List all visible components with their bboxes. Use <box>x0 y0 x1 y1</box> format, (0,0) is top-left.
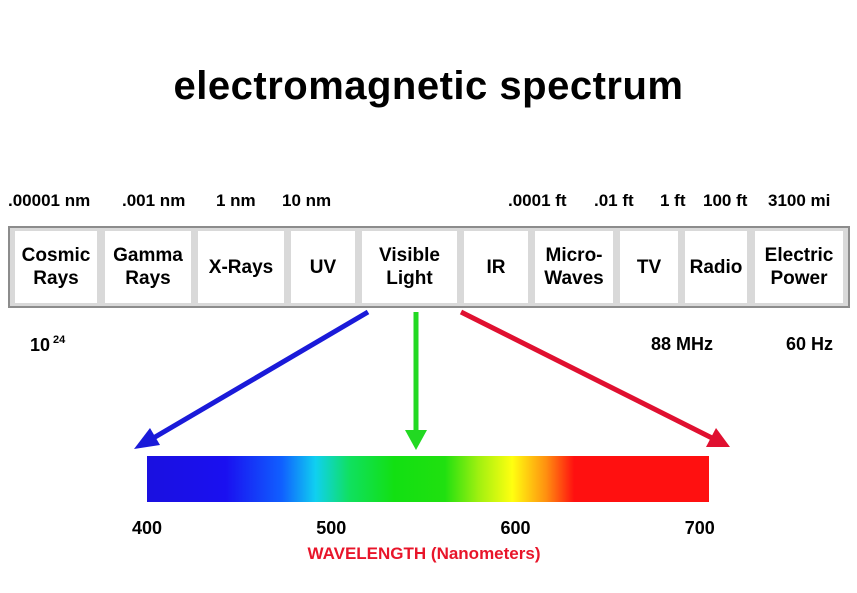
wavelength-label: 10 nm <box>282 191 332 210</box>
band-ir: IR <box>464 231 528 303</box>
band-label: Micro- <box>545 245 603 266</box>
band-microwaves: Micro- Waves <box>535 231 613 303</box>
band-visible-light: Visible Light <box>362 231 457 303</box>
wavelength-axis-title: WAVELENGTH (Nanometers) <box>307 544 541 563</box>
band-label: Electric <box>764 245 834 266</box>
band-label: Cosmic <box>21 245 91 266</box>
tick-label: 700 <box>684 518 715 538</box>
frequency-label-power: 60 Hz <box>786 334 834 354</box>
band-cosmic-rays: Cosmic Rays <box>15 231 97 303</box>
band-label: IR <box>486 256 506 278</box>
band-label: X-Rays <box>208 256 274 278</box>
band-tv: TV <box>620 231 678 303</box>
wavelength-label: 1 nm <box>216 191 256 210</box>
band-label: Rays <box>125 268 171 289</box>
frequency-label-cosmic: 10 24 <box>30 334 65 356</box>
band-label: Light <box>386 268 433 289</box>
band-uv: UV <box>291 231 355 303</box>
arrow-to-red <box>459 309 730 447</box>
band-label: Gamma <box>113 245 183 266</box>
wavelength-label: 1 ft <box>660 191 686 210</box>
band-label: UV <box>309 256 337 278</box>
band-radio: Radio <box>685 231 747 303</box>
frequency-base: 10 <box>30 335 51 355</box>
band-x-rays: X-Rays <box>198 231 284 303</box>
arrow-to-violet <box>134 309 370 449</box>
band-label: Rays <box>33 268 79 289</box>
frequency-exponent: 24 <box>53 334 66 346</box>
band-electric-power: Electric Power <box>755 231 843 303</box>
band-label: Waves <box>544 268 604 289</box>
band-label: TV <box>636 256 662 278</box>
visible-spectrum-bar <box>147 456 709 502</box>
band-label: Power <box>770 268 828 289</box>
band-gamma-rays: Gamma Rays <box>105 231 191 303</box>
wavelength-label: .01 ft <box>594 191 634 210</box>
tick-label: 600 <box>500 518 531 538</box>
wavelength-label: 100 ft <box>703 191 748 210</box>
arrow-to-green <box>405 312 427 450</box>
diagram-title: electromagnetic spectrum <box>173 64 684 108</box>
tick-label: 500 <box>316 518 347 538</box>
wavelength-label: 3100 mi <box>768 191 831 210</box>
wavelength-label: .00001 nm <box>8 191 91 210</box>
wavelength-label: .0001 ft <box>508 191 567 210</box>
band-label: Radio <box>689 256 743 278</box>
band-label: Visible <box>379 245 440 266</box>
wavelength-label: .001 nm <box>122 191 186 210</box>
tick-label: 400 <box>132 518 163 538</box>
frequency-label-tv: 88 MHz <box>651 334 714 354</box>
